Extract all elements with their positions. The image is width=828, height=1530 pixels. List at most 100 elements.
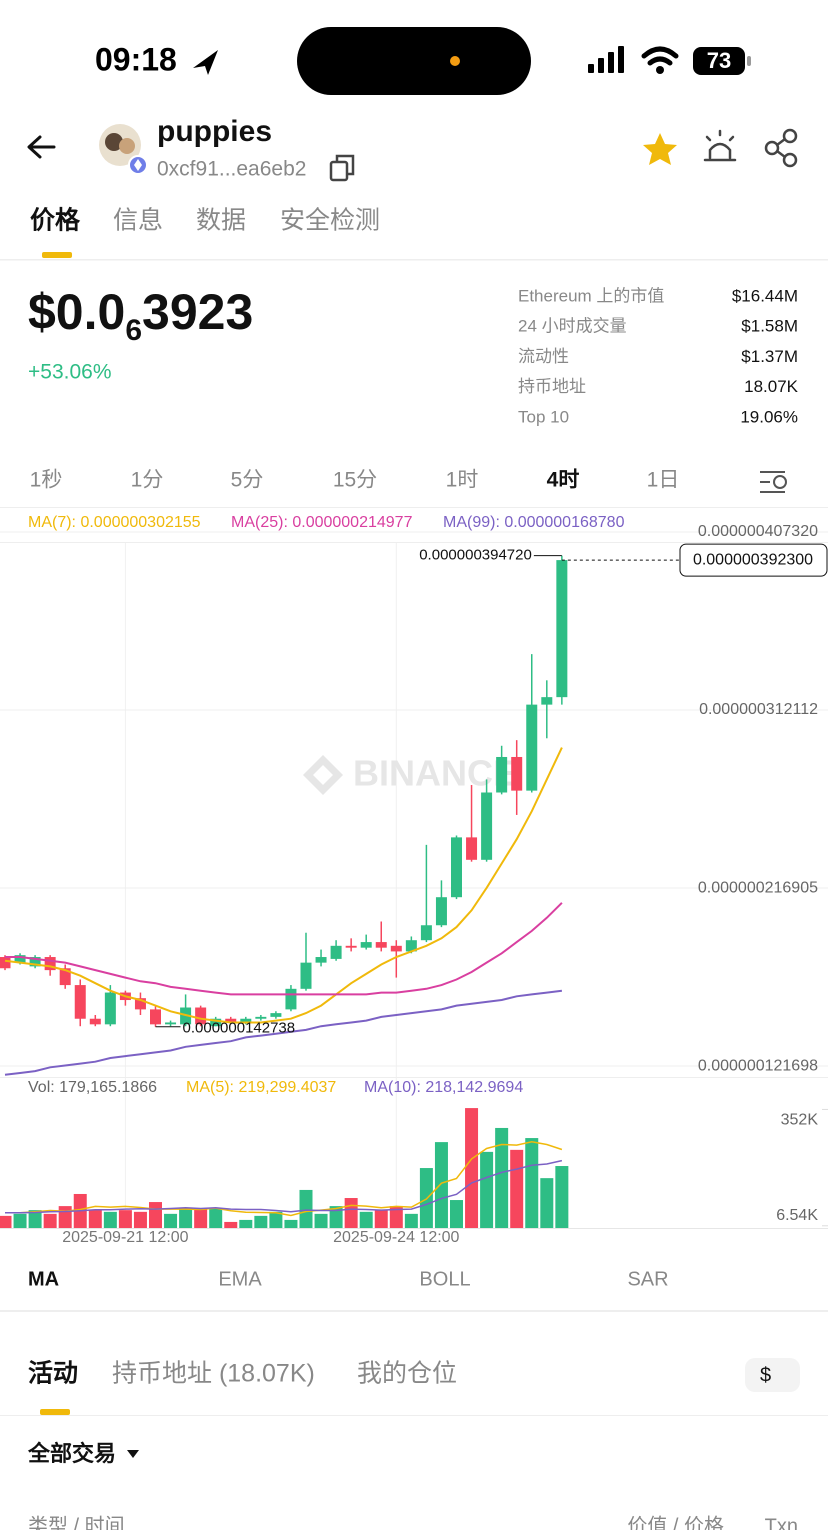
candle-body [150,1009,161,1025]
volume-bar [555,1166,569,1228]
volume-tick-label: 6.54K [776,1207,818,1224]
candle-body [466,837,478,860]
timeframe[interactable]: 1秒 [30,469,63,492]
x-tick-label: 2025-09-24 12:00 [333,1229,459,1246]
last-price-label: 0.000000392300 [693,551,813,568]
stat-value: $1.58M [741,317,798,336]
timeframe[interactable]: 1日 [647,469,680,492]
volume-bar [224,1221,238,1228]
volume-bar [434,1142,448,1228]
tab-indicator [40,1409,70,1415]
candle-body [330,945,342,959]
stat-value: 19.06% [740,407,798,426]
volume-ma-legend: MA(5): 219,299.4037 [186,1079,336,1096]
candle-body [360,942,372,948]
timeframe[interactable]: 5分 [231,469,264,492]
y-tick-label: 0.000000407320 [698,523,818,540]
indicator-tab[interactable]: SAR [627,1268,668,1290]
y-tick-label: 0.000000121698 [698,1057,818,1074]
candle-body [285,988,297,1010]
volume-bar [404,1213,418,1228]
stat-value: $16.44M [732,286,798,305]
candle-body [255,1016,267,1019]
activity-tab[interactable]: 活动 [28,1360,78,1388]
volume-bar [480,1151,494,1228]
volume-bar [209,1208,223,1228]
location-icon [193,50,218,75]
ma-legend: MA(99): 0.000000168780 [443,514,625,531]
filter[interactable]: 全部交易 [27,1441,116,1466]
last-price-box [679,543,828,577]
candle-body [541,697,553,705]
price-zero-count: 6 [125,314,142,347]
volume-bar [13,1213,27,1228]
timeframe[interactable]: 1时 [446,469,479,492]
watermark-logo [303,755,343,795]
tab[interactable]: 数据 [196,207,246,235]
annotation-label: 0.000000394720 [419,547,532,564]
volume-bar [450,1200,463,1228]
favorite-star[interactable] [643,133,677,165]
volume-ma-legend: MA(10): 218,142.9694 [364,1079,523,1096]
indicator-tab[interactable]: BOLL [419,1268,470,1290]
volume-tick-label: 352K [781,1112,819,1129]
chart-settings[interactable] [760,471,787,493]
candle-body [44,957,56,971]
tab[interactable]: 安全检测 [280,207,380,235]
column-header: 类型 / 时间 [28,1514,125,1530]
token-name: puppies [157,115,272,148]
volume-bar [118,1210,132,1228]
volume-bar [43,1213,57,1228]
volume-bar [299,1189,313,1228]
divider [0,542,828,543]
dynamic-island [297,27,531,95]
stat-label: 持币地址 [518,377,586,396]
currency-toggle[interactable] [745,1358,800,1392]
token-address: 0xcf91...ea6eb2 [157,158,306,181]
price: $0.063923 [28,284,253,347]
candle-body [89,1018,101,1025]
activity-tab[interactable]: 我的仓位 [357,1360,457,1388]
indicator-tab[interactable]: EMA [218,1268,262,1290]
timeframe[interactable]: 1分 [131,469,164,492]
privacy-dot [450,56,460,66]
candle-body [104,992,116,1025]
candle-body [0,957,11,969]
battery-level: 73 [707,48,731,73]
alert-button[interactable] [703,129,737,162]
wifi-icon [641,46,679,66]
candle-body [526,704,538,791]
tab[interactable]: 价格 [30,206,81,235]
volume-bar [58,1206,72,1228]
volume-bar [359,1211,373,1228]
ma-line [4,989,563,1076]
indicator-tab[interactable]: MA [28,1268,59,1290]
back-button[interactable] [27,135,56,159]
candle-body [390,945,402,952]
candle-body [420,925,432,941]
tab[interactable]: 信息 [113,207,163,235]
volume-bar [254,1215,268,1228]
avatar-art [105,133,123,151]
volume-bar [374,1210,388,1228]
volume-bar [525,1138,539,1228]
candle-body [496,756,508,793]
stat-value: $1.37M [741,347,798,366]
price-change: +53.06% [28,361,112,384]
volume-ma-line [5,1159,563,1214]
candle-body [315,957,327,963]
candle-body [59,968,71,986]
eth-icon [134,159,142,171]
volume-bar [28,1210,42,1228]
candle-body [405,940,417,952]
copy-button[interactable] [329,154,355,182]
x-tick-label: 2025-09-21 12:00 [62,1229,188,1246]
watermark: BINANCE [353,753,517,794]
activity-tab[interactable]: 持币地址 (18.07K) [112,1360,315,1388]
timeframe[interactable]: 4时 [547,469,580,492]
volume-bar [194,1208,208,1228]
share-button[interactable] [764,128,798,168]
volume-bar [133,1211,147,1228]
timeframe[interactable]: 15分 [333,469,377,492]
ma-legend: MA(7): 0.000000302155 [28,514,201,531]
